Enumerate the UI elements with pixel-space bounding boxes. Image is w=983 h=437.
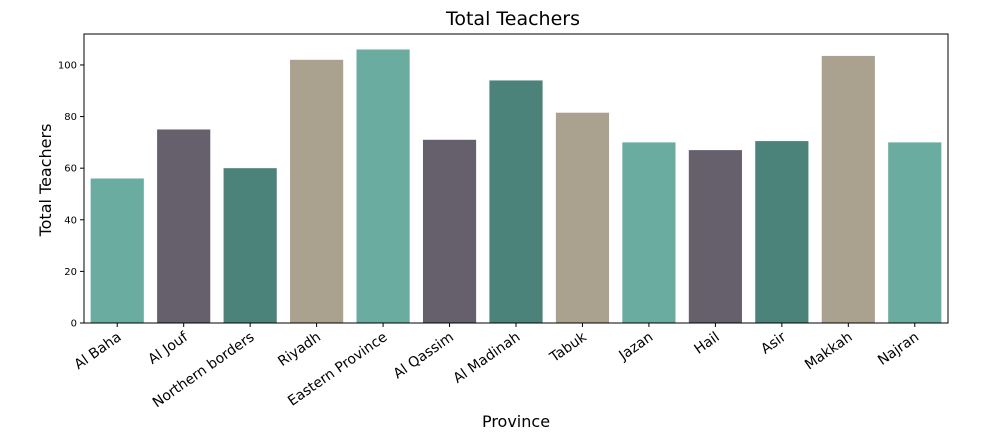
bar-al-madinah	[489, 80, 543, 323]
y-tick-label: 100	[58, 60, 77, 71]
y-tick-label: 60	[64, 164, 77, 175]
x-tick-label: Najran	[875, 329, 922, 369]
y-axis-title: Total Teachers	[36, 124, 55, 238]
bar-al-baha	[90, 178, 144, 323]
bar-asir	[755, 141, 809, 323]
x-tick-label: Riyadh	[275, 329, 324, 370]
x-tick-label: Al Madinah	[450, 329, 523, 387]
x-tick-label: Al Jouf	[145, 329, 191, 368]
x-tick-label: Hail	[691, 329, 722, 358]
y-tick-label: 0	[71, 319, 77, 330]
bar-northern-borders	[223, 168, 277, 323]
bar-al-jouf	[157, 129, 211, 323]
x-tick-label: Makkah	[802, 329, 855, 373]
chart-title: Total Teachers	[445, 8, 580, 30]
bar-makkah	[821, 55, 875, 324]
x-tick-label: Asir	[758, 329, 789, 357]
bar-hail	[688, 150, 742, 323]
x-tick-label: Al Baha	[71, 329, 124, 373]
bars-group	[90, 49, 942, 324]
y-tick-label: 20	[64, 267, 77, 278]
bar-eastern-province	[356, 49, 410, 323]
y-tick-label: 40	[64, 215, 77, 226]
y-axis: 0 20 40 60 80 100	[58, 60, 84, 330]
x-tick-label: Al Qassim	[391, 329, 457, 382]
y-tick-label: 80	[64, 112, 77, 123]
x-axis-title: Province	[482, 412, 550, 431]
x-tick-label: Jazan	[615, 329, 656, 364]
bar-tabuk	[555, 112, 610, 323]
x-tick-label: Tabuk	[546, 329, 590, 367]
bar-najran	[888, 142, 942, 324]
bar-jazan	[622, 142, 676, 324]
bar-riyadh	[290, 59, 344, 324]
bar-al-qassim	[422, 139, 477, 323]
